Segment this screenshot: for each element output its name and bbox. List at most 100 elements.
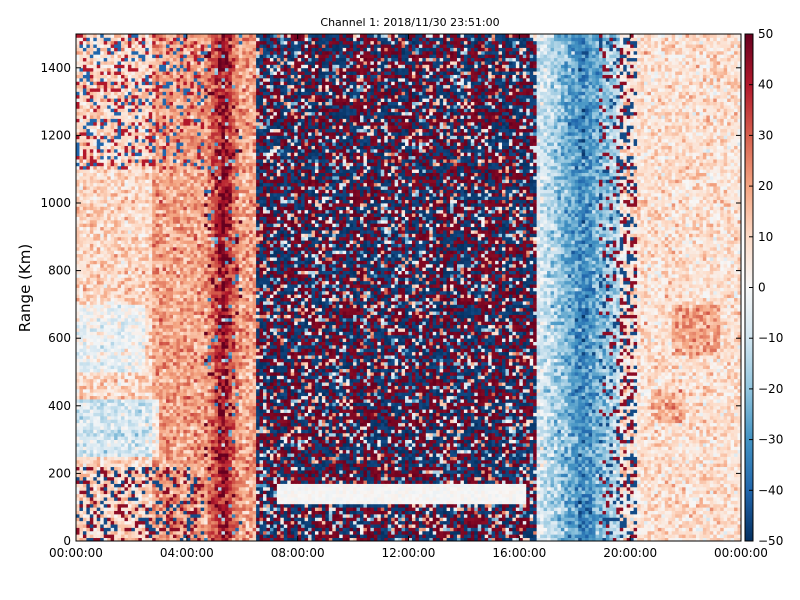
heatmap-cell — [169, 324, 174, 329]
heatmap-cell — [89, 365, 94, 370]
heatmap-cell — [76, 287, 80, 292]
heatmap-cell — [145, 175, 150, 180]
heatmap-cell — [89, 135, 94, 140]
heatmap-cell — [117, 382, 122, 386]
heatmap-cell — [89, 466, 94, 471]
heatmap-cell — [166, 233, 170, 238]
heatmap-cell — [172, 351, 177, 356]
heatmap-cell — [100, 432, 105, 437]
heatmap-cell — [183, 483, 188, 488]
heatmap-cell — [166, 230, 170, 234]
heatmap-cell — [110, 152, 115, 157]
heatmap-cell — [138, 169, 143, 173]
heatmap-cell — [162, 463, 167, 468]
heatmap-cell — [86, 108, 91, 113]
heatmap-cell — [138, 223, 143, 228]
heatmap-cell — [183, 510, 188, 515]
heatmap-cell — [86, 311, 91, 315]
heatmap-cell — [134, 341, 139, 346]
heatmap-cell — [172, 175, 177, 180]
heatmap-cell — [172, 179, 177, 184]
heatmap-cell — [183, 34, 188, 38]
heatmap-cell — [162, 148, 167, 153]
heatmap-cell — [117, 233, 122, 238]
heatmap-cell — [86, 483, 91, 488]
heatmap-cell — [89, 497, 94, 501]
heatmap-cell — [148, 61, 153, 65]
heatmap-cell — [127, 415, 132, 420]
heatmap-cell — [114, 419, 118, 424]
heatmap-cell — [107, 378, 112, 383]
heatmap-cell — [76, 277, 80, 282]
heatmap-cell — [166, 196, 170, 201]
heatmap-cell — [79, 260, 84, 265]
heatmap-cell — [114, 520, 118, 525]
heatmap-cell — [155, 517, 160, 522]
heatmap-cell — [86, 257, 91, 261]
heatmap-cell — [96, 537, 101, 542]
heatmap-cell — [79, 344, 84, 349]
heatmap-cell — [179, 267, 184, 271]
heatmap-cell — [159, 338, 163, 342]
heatmap-cell — [86, 524, 91, 528]
heatmap-cell — [82, 510, 87, 515]
heatmap-cell — [134, 186, 139, 190]
heatmap-cell — [96, 260, 101, 265]
heatmap-cell — [186, 456, 191, 461]
heatmap-cell — [186, 260, 191, 265]
heatmap-cell — [86, 426, 91, 430]
heatmap-cell — [107, 196, 112, 201]
heatmap-cell — [145, 37, 150, 42]
heatmap-cell — [79, 138, 84, 143]
heatmap-cell — [79, 61, 84, 65]
heatmap-cell — [176, 432, 181, 437]
heatmap-cell — [103, 463, 108, 468]
heatmap-cell — [152, 128, 157, 133]
heatmap-cell — [145, 395, 150, 400]
heatmap-cell — [169, 436, 174, 440]
heatmap-cell — [117, 246, 122, 251]
heatmap-cell — [148, 226, 153, 231]
heatmap-cell — [169, 287, 174, 292]
heatmap-cell — [86, 267, 91, 271]
heatmap-cell — [186, 395, 191, 400]
heatmap-cell — [96, 165, 101, 170]
heatmap-cell — [86, 510, 91, 515]
heatmap-cell — [190, 493, 195, 498]
heatmap-cell — [110, 426, 115, 430]
heatmap-cell — [152, 250, 157, 255]
heatmap-cell — [82, 179, 87, 184]
heatmap-cell — [141, 412, 146, 417]
heatmap-cell — [82, 537, 87, 542]
heatmap-cell — [190, 524, 195, 528]
heatmap-cell — [93, 104, 98, 109]
heatmap-cell — [155, 449, 160, 454]
heatmap-cell — [162, 88, 167, 92]
heatmap-cell — [96, 331, 101, 336]
heatmap-cell — [141, 260, 146, 265]
heatmap-cell — [172, 47, 177, 52]
heatmap-cell — [172, 314, 177, 319]
heatmap-cell — [127, 355, 132, 359]
heatmap-cell — [179, 263, 184, 268]
heatmap-cell — [186, 378, 191, 383]
heatmap-cell — [100, 446, 105, 451]
heatmap-cell — [134, 534, 139, 539]
heatmap-cell — [186, 125, 191, 130]
heatmap-cell — [169, 382, 174, 386]
heatmap-cell — [89, 54, 94, 59]
heatmap-cell — [79, 172, 84, 177]
heatmap-cell — [152, 152, 157, 157]
heatmap-cell — [166, 270, 170, 275]
heatmap-cell — [79, 530, 84, 535]
heatmap-cell — [89, 344, 94, 349]
heatmap-cell — [107, 520, 112, 525]
heatmap-cell — [141, 490, 146, 495]
heatmap-cell — [82, 81, 87, 86]
heatmap-cell — [148, 230, 153, 234]
heatmap-cell — [82, 186, 87, 190]
heatmap-cell — [93, 304, 98, 309]
heatmap-cell — [162, 493, 167, 498]
heatmap-cell — [152, 466, 157, 471]
heatmap-cell — [141, 246, 146, 251]
